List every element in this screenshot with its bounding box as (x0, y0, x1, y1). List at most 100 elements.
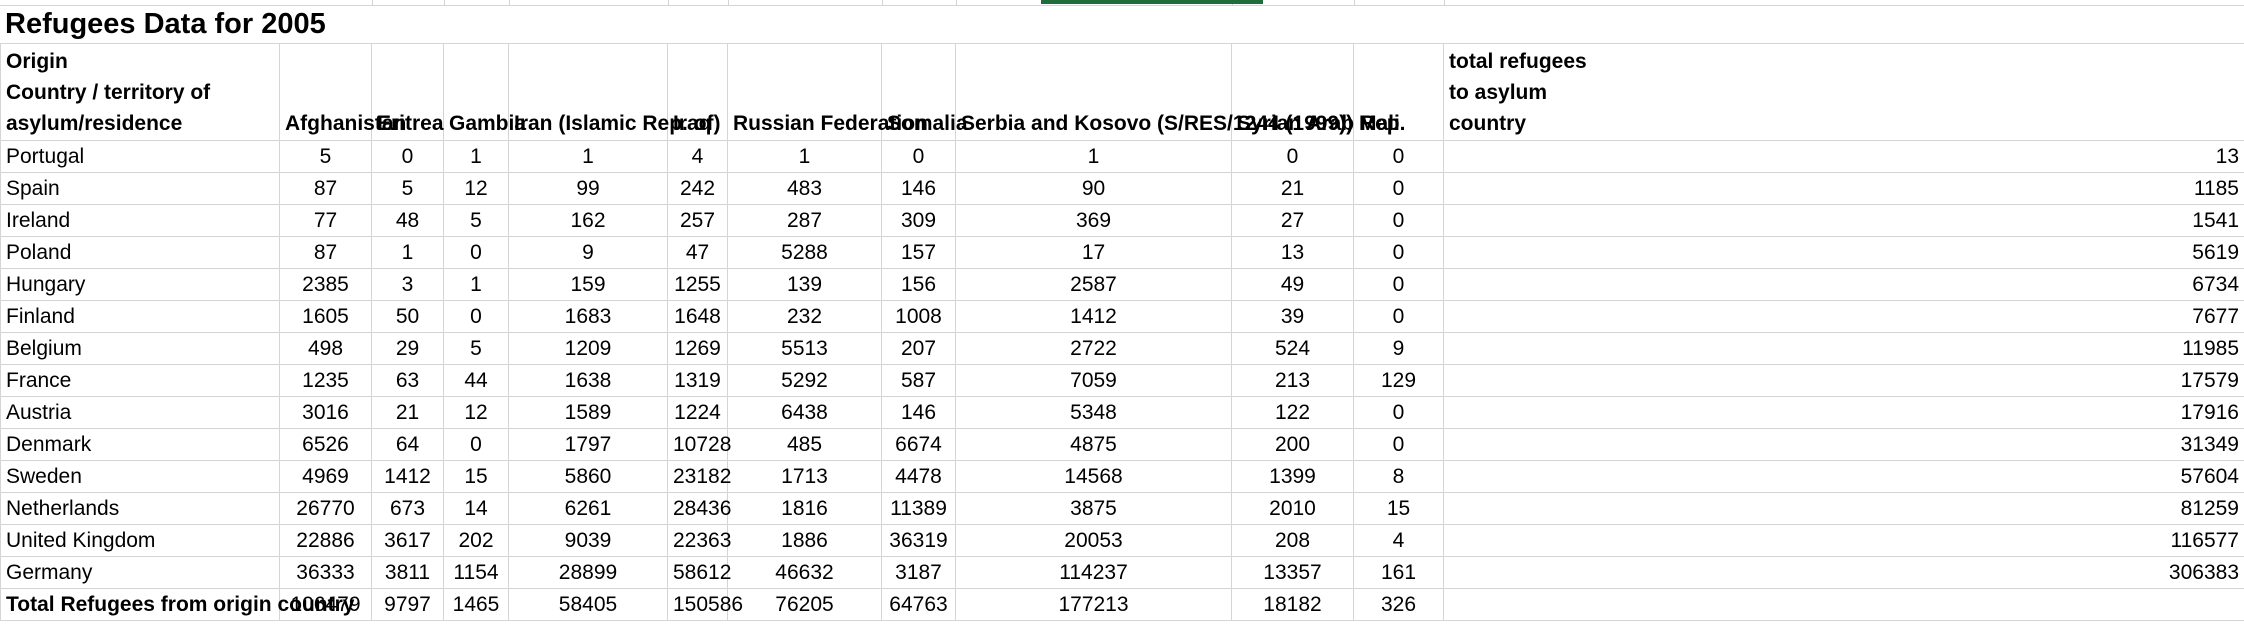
data-cell[interactable]: 58612 (667, 556, 731, 589)
row-label-cell[interactable]: Germany (0, 556, 280, 589)
data-cell[interactable]: 5860 (508, 460, 668, 493)
data-cell[interactable]: 587 (881, 364, 956, 397)
total-cell[interactable]: 106479 (279, 588, 372, 621)
data-cell[interactable]: 10728 (667, 428, 731, 461)
data-cell[interactable]: 1 (443, 268, 509, 301)
data-cell[interactable]: 159 (508, 268, 668, 301)
data-cell[interactable]: 1235 (279, 364, 372, 397)
data-cell[interactable]: 202 (443, 524, 509, 557)
data-cell[interactable]: 1319 (667, 364, 728, 397)
total-cell[interactable]: 58405 (508, 588, 668, 621)
data-cell[interactable]: 28899 (508, 556, 668, 589)
total-row-label-cell[interactable]: Total Refugees from origin country (0, 588, 354, 621)
row-total-cell[interactable]: 81259 (1443, 492, 2244, 525)
data-cell[interactable]: 5348 (955, 396, 1232, 429)
data-cell[interactable]: 17 (955, 236, 1232, 269)
data-cell[interactable]: 146 (881, 396, 956, 429)
row-label-cell[interactable]: Spain (0, 172, 280, 205)
total-cell[interactable]: 18182 (1231, 588, 1354, 621)
data-cell[interactable]: 1638 (508, 364, 668, 397)
row-label-cell[interactable]: United Kingdom (0, 524, 280, 557)
data-cell[interactable]: 90 (955, 172, 1232, 205)
data-cell[interactable]: 3 (371, 268, 444, 301)
data-cell[interactable]: 1683 (508, 300, 668, 333)
data-cell[interactable]: 4 (667, 140, 728, 173)
row-label-cell[interactable]: Hungary (0, 268, 280, 301)
data-cell[interactable]: 44 (443, 364, 509, 397)
data-cell[interactable]: 257 (667, 204, 728, 237)
data-cell[interactable]: 21 (371, 396, 444, 429)
data-cell[interactable]: 9039 (508, 524, 668, 557)
header-cell[interactable]: Serbia and Kosovo (S/RES/1244 (1999)) (955, 43, 1353, 141)
data-cell[interactable]: 14568 (955, 460, 1232, 493)
data-cell[interactable]: 26770 (279, 492, 372, 525)
data-cell[interactable]: 2587 (955, 268, 1232, 301)
row-total-cell[interactable]: 7677 (1443, 300, 2244, 333)
header-cell[interactable]: Iran (Islamic Rep. of) (508, 43, 721, 141)
data-cell[interactable]: 1008 (881, 300, 956, 333)
data-cell[interactable]: 0 (1353, 428, 1444, 461)
data-cell[interactable]: 5513 (727, 332, 882, 365)
data-cell[interactable]: 2010 (1231, 492, 1354, 525)
data-cell[interactable]: 48 (371, 204, 444, 237)
data-cell[interactable]: 1605 (279, 300, 372, 333)
data-cell[interactable]: 0 (1353, 396, 1444, 429)
data-cell[interactable]: 11389 (881, 492, 956, 525)
data-cell[interactable]: 309 (881, 204, 956, 237)
total-cell[interactable]: 64763 (881, 588, 956, 621)
data-cell[interactable]: 20053 (955, 524, 1232, 557)
data-cell[interactable]: 0 (1353, 268, 1444, 301)
row-label-cell[interactable]: France (0, 364, 280, 397)
data-cell[interactable]: 39 (1231, 300, 1354, 333)
data-cell[interactable]: 3875 (955, 492, 1232, 525)
data-cell[interactable]: 13 (1231, 236, 1354, 269)
data-cell[interactable]: 0 (443, 300, 509, 333)
data-cell[interactable]: 87 (279, 172, 372, 205)
header-cell[interactable]: Syrian Arab Rep. (1231, 43, 1405, 141)
row-label-cell[interactable]: Denmark (0, 428, 280, 461)
data-cell[interactable]: 36333 (279, 556, 372, 589)
data-cell[interactable]: 213 (1231, 364, 1354, 397)
data-cell[interactable]: 3187 (881, 556, 956, 589)
data-cell[interactable]: 36319 (881, 524, 956, 557)
data-cell[interactable]: 4478 (881, 460, 956, 493)
data-cell[interactable]: 27 (1231, 204, 1354, 237)
data-cell[interactable]: 1412 (371, 460, 444, 493)
title-row[interactable]: Refugees Data for 2005 (0, 6, 2244, 44)
data-cell[interactable]: 87 (279, 236, 372, 269)
data-cell[interactable]: 1412 (955, 300, 1232, 333)
data-cell[interactable]: 673 (371, 492, 444, 525)
row-total-cell[interactable]: 306383 (1443, 556, 2244, 589)
data-cell[interactable]: 99 (508, 172, 668, 205)
data-cell[interactable]: 1 (955, 140, 1232, 173)
data-cell[interactable]: 207 (881, 332, 956, 365)
data-cell[interactable]: 4875 (955, 428, 1232, 461)
row-label-cell[interactable]: Finland (0, 300, 280, 333)
row-total-cell[interactable]: 5619 (1443, 236, 2244, 269)
data-cell[interactable]: 2385 (279, 268, 372, 301)
total-cell[interactable]: 177213 (955, 588, 1232, 621)
data-cell[interactable]: 3016 (279, 396, 372, 429)
header-cell[interactable]: Somalia (881, 43, 968, 141)
data-cell[interactable]: 208 (1231, 524, 1354, 557)
data-cell[interactable]: 0 (1231, 140, 1354, 173)
row-total-cell[interactable]: 116577 (1443, 524, 2244, 557)
data-cell[interactable]: 15 (1353, 492, 1444, 525)
sheet-title[interactable]: Refugees Data for 2005 (5, 8, 326, 40)
total-cell[interactable]: 326 (1353, 588, 1444, 621)
data-cell[interactable]: 49 (1231, 268, 1354, 301)
header-cell[interactable]: Russian Federation (727, 43, 928, 141)
row-label-cell[interactable]: Ireland (0, 204, 280, 237)
data-cell[interactable]: 0 (443, 236, 509, 269)
data-cell[interactable]: 3617 (371, 524, 444, 557)
data-cell[interactable]: 64 (371, 428, 444, 461)
data-cell[interactable]: 0 (1353, 172, 1444, 205)
data-cell[interactable]: 5 (443, 332, 509, 365)
row-total-cell[interactable]: 17916 (1443, 396, 2244, 429)
data-cell[interactable]: 1 (508, 140, 668, 173)
data-cell[interactable]: 1589 (508, 396, 668, 429)
data-cell[interactable]: 5292 (727, 364, 882, 397)
data-cell[interactable]: 1255 (667, 268, 728, 301)
data-cell[interactable]: 139 (727, 268, 882, 301)
row-total-cell[interactable]: 17579 (1443, 364, 2244, 397)
